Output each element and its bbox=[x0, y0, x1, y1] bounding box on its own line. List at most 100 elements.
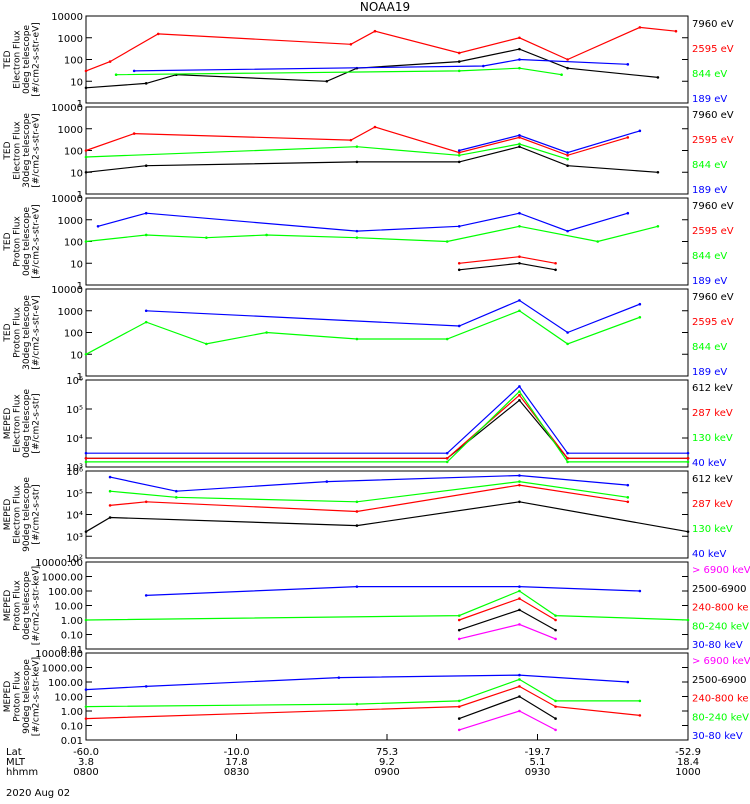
series-line bbox=[116, 67, 562, 76]
data-point bbox=[84, 352, 88, 356]
y-tick-label: 10² bbox=[66, 554, 83, 565]
data-point bbox=[445, 460, 449, 464]
y-tick-label: 100 bbox=[64, 56, 83, 67]
data-point bbox=[84, 149, 88, 152]
y-axis-label-line: [#/cm2-s-str-eV] bbox=[32, 113, 42, 188]
data-point bbox=[175, 496, 178, 499]
legend-label: 287 keV bbox=[692, 499, 733, 510]
data-point bbox=[144, 500, 148, 504]
y-axis-label-line: Electron Flux bbox=[13, 394, 23, 453]
data-point bbox=[84, 240, 88, 243]
y-axis-label-line: 0deg telescope bbox=[22, 25, 32, 95]
data-point bbox=[596, 240, 599, 243]
panel-4: 1 10 100 1000 10000 TED Proton Flux 30deg teles… bbox=[3, 285, 734, 383]
y-tick-label: 1 bbox=[77, 281, 83, 292]
data-point bbox=[144, 211, 148, 215]
y-tick-label: 10 bbox=[70, 350, 83, 361]
y-tick-label: 10⁵ bbox=[66, 489, 83, 500]
legend-label: 844 eV bbox=[692, 69, 727, 80]
y-tick-label: 10⁶ bbox=[66, 467, 83, 478]
data-point bbox=[114, 73, 118, 77]
y-tick-label: 100 bbox=[64, 329, 83, 340]
time-axis-row-label: MLT bbox=[6, 757, 26, 768]
data-point bbox=[355, 229, 359, 233]
data-point bbox=[84, 530, 88, 533]
data-point bbox=[518, 695, 521, 698]
y-axis-label: MEPED Proton Flux 90deg telescope [#/cm2-s-… bbox=[3, 657, 42, 736]
data-point bbox=[457, 628, 461, 632]
data-point bbox=[337, 676, 341, 679]
legend-label: 40 keV bbox=[692, 458, 726, 469]
y-tick-label: 10.00 bbox=[54, 602, 83, 613]
y-axis-label-line: [#/cm2-s-str-eV] bbox=[32, 204, 42, 279]
data-point bbox=[518, 390, 521, 393]
data-point bbox=[554, 637, 557, 641]
data-point bbox=[518, 133, 521, 137]
y-axis-label-line: Electron Flux bbox=[13, 30, 23, 89]
time-axis-row-label: Lat bbox=[6, 747, 22, 758]
y-tick-label: 0.10 bbox=[61, 722, 83, 733]
data-point bbox=[656, 224, 660, 228]
data-point bbox=[355, 145, 359, 148]
panel-2: 1 10 100 1000 10000 TED Electron Flux 30deg tel… bbox=[3, 103, 734, 201]
legend-label: 80-240 keV bbox=[692, 621, 749, 632]
y-tick-label: 10.00 bbox=[54, 693, 83, 704]
data-point bbox=[518, 678, 521, 681]
data-point bbox=[518, 393, 521, 397]
y-tick-label: 100.00 bbox=[48, 678, 83, 689]
data-point bbox=[638, 699, 642, 703]
data-point bbox=[84, 618, 88, 622]
data-point bbox=[554, 618, 557, 622]
x-tick-hhmm: 0930 bbox=[525, 767, 550, 778]
data-point bbox=[457, 151, 461, 154]
data-point bbox=[457, 618, 461, 622]
data-point bbox=[205, 236, 208, 239]
y-axis-label-line: MEPED bbox=[3, 590, 13, 622]
legend-label: 2500-6900 bbox=[692, 584, 747, 595]
legend-label: 2500-6900 bbox=[692, 675, 747, 686]
data-point bbox=[626, 136, 630, 139]
data-point bbox=[518, 224, 521, 228]
legend-label: > 6900 keV bbox=[692, 656, 750, 667]
data-point bbox=[144, 82, 148, 85]
data-point bbox=[638, 315, 642, 319]
legend-label: 40 keV bbox=[692, 549, 726, 560]
data-point bbox=[457, 699, 461, 703]
time-axis-row-label: hhmm bbox=[6, 767, 38, 778]
data-point bbox=[518, 709, 521, 713]
y-axis-label-line: 0deg telescope bbox=[22, 571, 32, 641]
series-line bbox=[85, 126, 628, 156]
y-axis-label: TED Proton Flux 30deg telescope [#/cm2-s-st… bbox=[3, 295, 42, 370]
legend-label: 612 keV bbox=[692, 383, 733, 394]
data-point bbox=[205, 342, 208, 346]
data-point bbox=[84, 155, 88, 159]
data-point bbox=[457, 154, 461, 157]
y-axis-label-line: Proton Flux bbox=[13, 580, 23, 631]
data-point bbox=[108, 489, 112, 493]
data-point bbox=[355, 524, 359, 527]
legend-label: 189 eV bbox=[692, 94, 727, 105]
y-axis-label-line: 0deg telescope bbox=[22, 207, 32, 277]
data-point bbox=[554, 728, 557, 732]
y-tick-label: 0.10 bbox=[61, 631, 83, 642]
data-point bbox=[656, 76, 660, 79]
data-point bbox=[84, 460, 88, 464]
y-tick-label: 1.00 bbox=[61, 616, 83, 627]
data-point bbox=[518, 474, 521, 477]
data-point bbox=[84, 69, 88, 73]
data-point bbox=[566, 58, 569, 61]
data-point bbox=[518, 261, 521, 265]
x-tick-hhmm: 0830 bbox=[224, 767, 249, 778]
data-point bbox=[265, 233, 268, 237]
y-tick-label: 1000 bbox=[58, 307, 83, 318]
y-axis-label-line: Proton Flux bbox=[13, 671, 23, 722]
data-point bbox=[518, 597, 521, 600]
y-axis-label-line: MEPED bbox=[3, 408, 13, 440]
data-point bbox=[445, 456, 449, 460]
data-point bbox=[686, 451, 690, 455]
y-tick-label: 1000 bbox=[58, 216, 83, 227]
data-point bbox=[518, 398, 521, 402]
data-point bbox=[626, 496, 630, 499]
